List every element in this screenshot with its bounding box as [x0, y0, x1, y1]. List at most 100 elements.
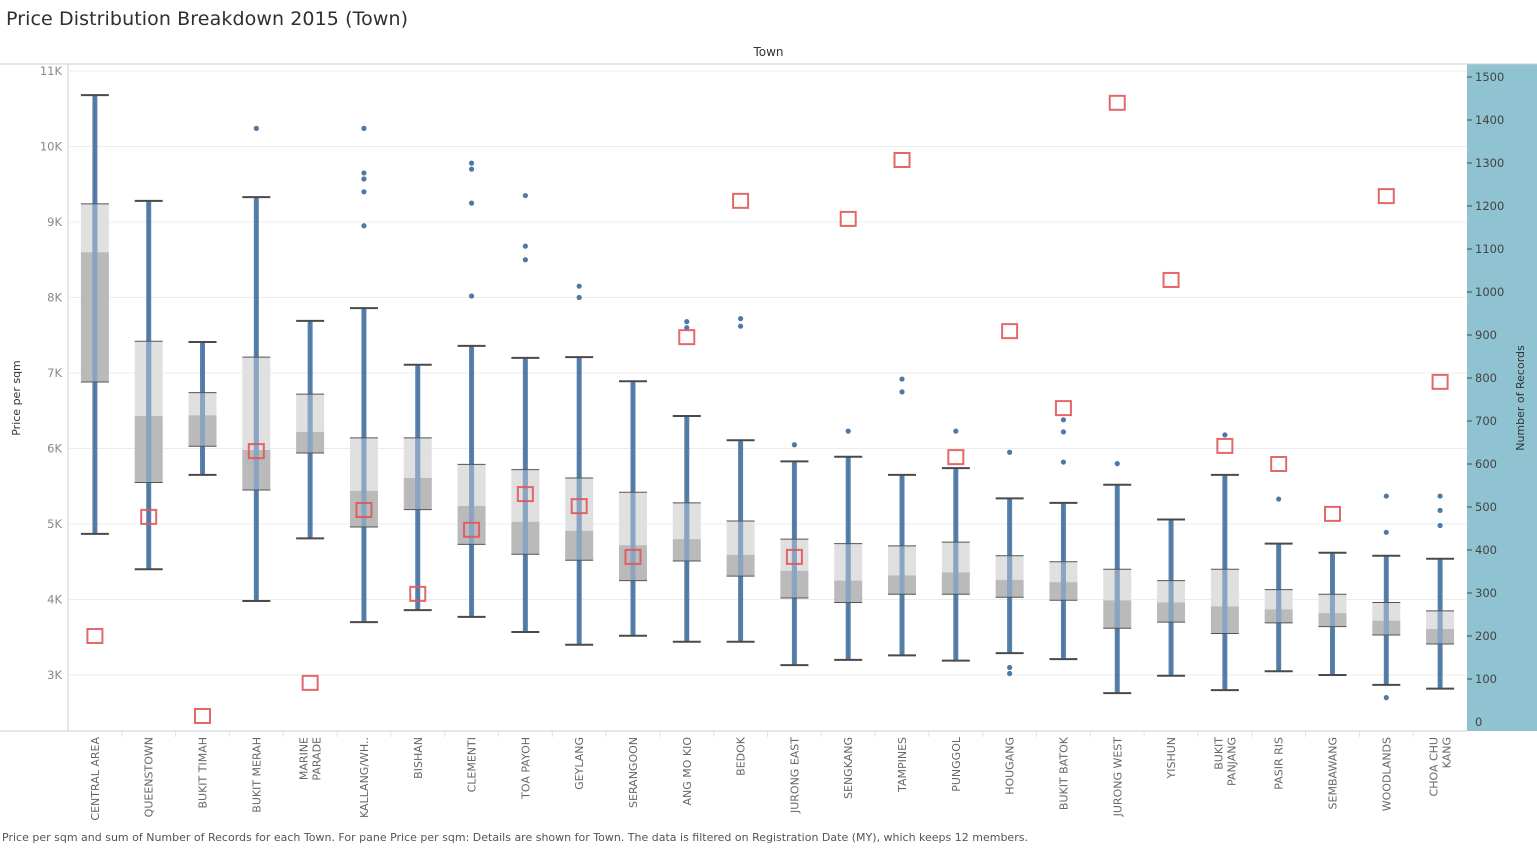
y-tick-label: 9K — [47, 215, 62, 229]
category-label: BUKIT MERAH — [250, 737, 263, 813]
chart-title: Price Distribution Breakdown 2015 (Town) — [6, 8, 409, 30]
y-tick-label: 11K — [40, 64, 63, 78]
dots-overlay — [1383, 602, 1389, 635]
records-marker — [1001, 323, 1019, 340]
box-queenstown — [134, 199, 163, 571]
outlier-point — [522, 243, 528, 249]
box-choa-chu-kang — [1426, 493, 1455, 690]
dots-overlay — [307, 394, 313, 454]
outlier-point — [468, 166, 475, 172]
category-label: MARINE — [298, 737, 311, 780]
category-label: ANG MO KIO — [681, 737, 694, 806]
category-label: BUKIT — [1212, 737, 1225, 770]
category-label: BISHAN — [412, 737, 425, 779]
category-label: CHOA CHU — [1428, 737, 1441, 796]
category-label: QUEENSTOWN — [143, 737, 156, 817]
dots-overlay — [1114, 569, 1120, 629]
category-label: SERANGOON — [627, 737, 640, 808]
outlier-point — [361, 125, 367, 131]
outlier-point — [737, 316, 744, 322]
box-punggol — [941, 428, 970, 662]
category-label: JURONG WEST — [1111, 737, 1124, 818]
records-marker — [947, 449, 965, 466]
category-axis: CENTRAL AREA QUEENSTOWN BUKIT TIMAH BUKIT M… — [89, 731, 1454, 821]
outlier-point — [361, 189, 367, 195]
category-label: TAMPINES — [896, 737, 909, 793]
outlier-point — [522, 192, 528, 199]
records-marker — [893, 151, 911, 168]
outlier-point — [1222, 432, 1228, 438]
category-label: KANG — [1441, 737, 1454, 768]
outlier-point — [1437, 522, 1443, 529]
box-hougang — [995, 449, 1024, 677]
y2-tick-label: 300 — [1475, 586, 1497, 600]
box-serangoon — [618, 380, 647, 637]
box-plots — [80, 94, 1455, 701]
outlier-point — [899, 389, 905, 395]
records-marker — [1270, 456, 1288, 472]
outlier-point — [1007, 670, 1013, 677]
y2-tick-label: 900 — [1475, 328, 1497, 342]
y2-tick-label: 200 — [1475, 629, 1497, 643]
dots-overlay — [738, 520, 744, 577]
category-label: PARADE — [311, 737, 324, 781]
y2-tick-label: 100 — [1475, 672, 1497, 686]
category-label: WOODLANDS — [1380, 737, 1393, 811]
category-label: JURONG EAST — [788, 737, 801, 814]
category-label: BUKIT TIMAH — [197, 737, 210, 809]
right-axis-band — [1467, 64, 1537, 731]
records-marker — [247, 443, 265, 460]
y-tick-label: 4K — [47, 593, 62, 607]
right-axis: 0 100 200 300 400 500 600 700 800 900 1000 1100 1200… — [1467, 70, 1504, 729]
outlier-point — [1383, 493, 1389, 499]
column-header-town: Town — [753, 45, 784, 59]
y2-tick-label: 1000 — [1475, 285, 1504, 299]
dots-overlay — [1329, 594, 1335, 627]
category-label: BEDOK — [735, 736, 748, 776]
outlier-point — [1060, 429, 1067, 435]
box-marine-parade — [296, 319, 325, 540]
y2-tick-label: 1500 — [1475, 70, 1504, 84]
y2-tick-label: 700 — [1475, 414, 1497, 428]
category-label: PUNGGOL — [950, 736, 963, 792]
box-kallang-wh- — [349, 125, 378, 624]
box-bukit-batok — [1049, 417, 1078, 661]
y2-tick-label: 1300 — [1475, 156, 1504, 170]
outlier-point — [845, 428, 851, 434]
dots-overlay — [1060, 561, 1066, 601]
records-marker — [839, 210, 857, 227]
outlier-point — [737, 323, 744, 329]
y-axis-title: Price per sqm — [10, 360, 23, 436]
box-tampines — [888, 376, 917, 657]
records-marker — [86, 628, 104, 644]
category-label: HOUGANG — [1004, 737, 1017, 795]
box-ang-mo-kio — [672, 319, 701, 643]
dots-overlay — [630, 492, 636, 581]
dots-overlay — [146, 341, 152, 483]
dots-overlay — [1222, 569, 1228, 634]
dots-overlay — [1276, 589, 1282, 623]
dots-overlay — [469, 464, 475, 545]
outlier-point — [1060, 459, 1067, 465]
outlier-point — [1437, 507, 1443, 514]
dots-overlay — [576, 477, 582, 561]
box-bukit-merah — [242, 125, 271, 603]
category-label: CLEMENTI — [466, 737, 479, 792]
category-label: PANJANG — [1225, 737, 1238, 786]
records-marker — [1216, 437, 1234, 454]
category-label: BUKIT BATOK — [1057, 736, 1070, 810]
outlier-point — [576, 294, 582, 301]
records-marker — [1162, 271, 1180, 288]
y2-tick-label: 600 — [1475, 457, 1497, 471]
outlier-point — [1007, 449, 1013, 455]
y2-tick-label: 1400 — [1475, 113, 1504, 127]
outlier-point — [791, 442, 798, 448]
box-toa-payoh — [511, 192, 540, 633]
dots-overlay — [361, 437, 367, 528]
box-sengkang — [834, 428, 863, 661]
records-marker — [1431, 373, 1449, 390]
records-marker — [301, 674, 319, 691]
outlier-point — [361, 176, 367, 182]
y-tick-label: 10K — [40, 140, 63, 154]
records-marker — [1377, 188, 1395, 205]
